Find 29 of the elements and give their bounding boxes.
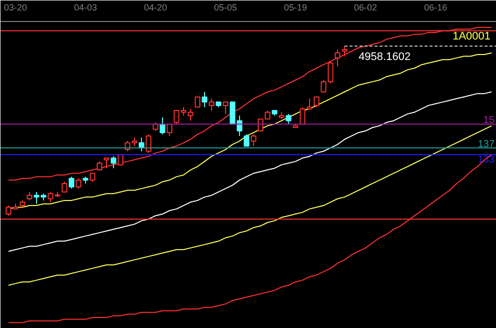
candlestick <box>244 134 250 147</box>
candlestick <box>138 137 144 152</box>
candlestick <box>104 158 110 169</box>
candlestick <box>342 46 348 57</box>
annotation: 4958.1602 <box>358 51 411 64</box>
candlestick <box>250 134 256 147</box>
chart-title: 1A0001 <box>452 30 491 42</box>
candlestick <box>314 96 320 108</box>
x-tick-label: 04-03 <box>74 2 98 12</box>
x-tick-label: 04-20 <box>144 2 168 12</box>
candlestick <box>160 116 166 135</box>
x-tick-label: 05-05 <box>214 2 238 12</box>
annotation: 15 <box>483 115 495 126</box>
candlestick <box>76 178 82 190</box>
candlestick <box>146 134 152 154</box>
candlestick <box>110 156 116 169</box>
candlestick <box>208 98 214 112</box>
x-tick-label: 06-02 <box>354 2 378 12</box>
candlestick <box>68 176 74 190</box>
x-tick-label: 05-19 <box>284 2 308 12</box>
candlestick <box>62 181 68 192</box>
candlestick <box>194 96 200 108</box>
candlestick <box>334 48 340 67</box>
candlestick <box>286 113 292 125</box>
x-tick-label: 03-20 <box>4 2 28 12</box>
candlestick <box>222 102 228 114</box>
annotation: 137 <box>478 138 495 150</box>
x-tick-label: 06-16 <box>424 2 448 12</box>
candlestick <box>202 91 208 108</box>
